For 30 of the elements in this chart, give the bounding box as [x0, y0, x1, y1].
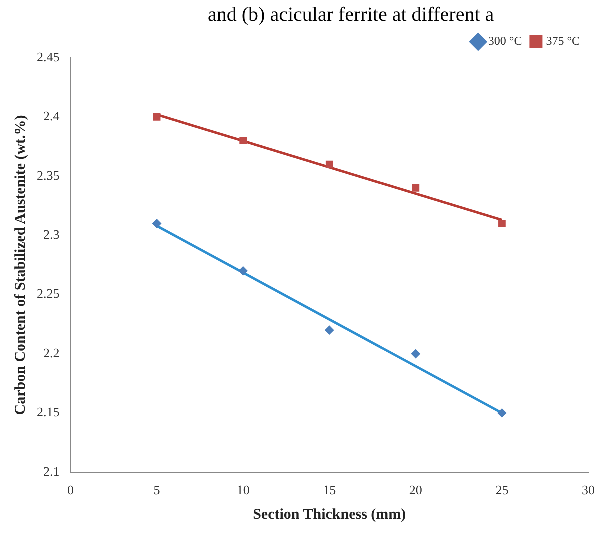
x-tick-label: 20: [409, 482, 422, 498]
y-tick-label: 2.3: [44, 227, 60, 242]
y-tick-label: 2.2: [44, 345, 60, 360]
y-axis-title: Carbon Content of Stabilized Austenite (wt.%): [12, 115, 29, 416]
point: [411, 350, 420, 358]
point: [153, 114, 161, 121]
point: [326, 160, 334, 168]
y-tick-label: 2.1: [44, 464, 60, 479]
point: [412, 184, 420, 192]
text: and (b) acicular ferrite at different a: [208, 4, 494, 26]
point: [498, 408, 507, 418]
y-tick-label: 2.15: [37, 404, 60, 420]
x-tick-label: 5: [154, 482, 160, 498]
y-tick-label: 2.25: [37, 286, 60, 302]
point: [325, 326, 334, 335]
legend-label: 300 °C: [488, 34, 522, 48]
x-tick-label: 30: [582, 482, 595, 498]
y-tick-label: 2.45: [37, 49, 60, 64]
point: [240, 137, 248, 145]
point: [152, 219, 162, 228]
y-tick-label: 2.4: [44, 108, 60, 124]
x-tick-label: 0: [68, 482, 74, 498]
point: [238, 266, 248, 276]
x-tick-label: 10: [236, 482, 250, 498]
point: [498, 220, 506, 228]
x-tick-label: 25: [496, 482, 509, 498]
y-tick-label: 2.35: [37, 168, 60, 183]
legend-label: 375 °C: [546, 34, 580, 48]
x-axis-title: Section Thickness (mm): [253, 506, 406, 523]
x-tick-label: 15: [323, 482, 336, 498]
